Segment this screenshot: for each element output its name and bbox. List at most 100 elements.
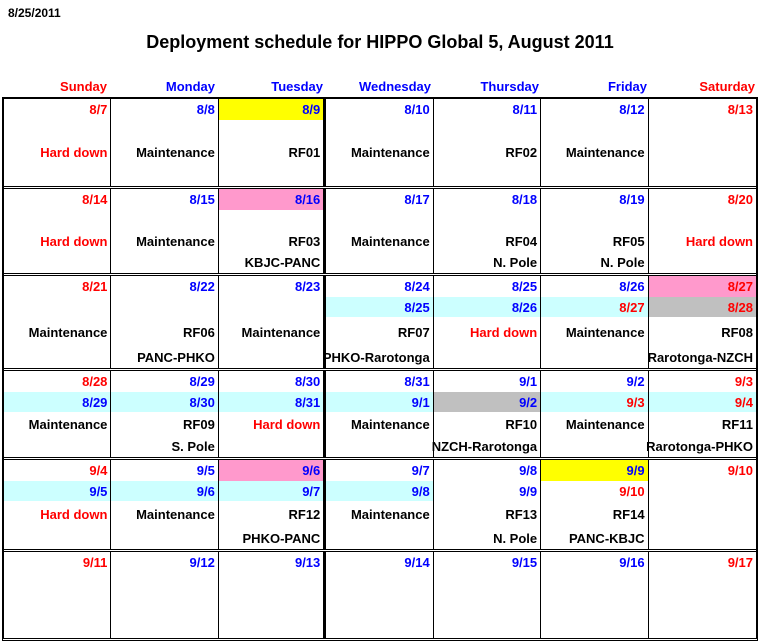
day-cell[interactable]: 8/16 RF03 KBJC-PANC xyxy=(218,189,327,273)
cell-date-text: 8/27 xyxy=(727,279,753,294)
cell-route: NZCH-Rarotonga xyxy=(431,436,540,457)
cell-route xyxy=(541,617,647,638)
day-cell[interactable]: 9/5 9/6 Maintenance xyxy=(111,460,219,549)
day-cell[interactable]: 8/27 8/28 RF08 Rarotonga-NZCH xyxy=(647,276,756,368)
day-cell[interactable]: 8/9 RF01 xyxy=(218,99,327,186)
cell-route-text: Rarotonga-NZCH xyxy=(647,350,753,365)
day-cell[interactable]: 9/17 xyxy=(649,552,756,638)
cell-activity-text: Maintenance xyxy=(565,324,645,340)
cell-activity: Hard down xyxy=(4,501,110,528)
cell-second-date xyxy=(111,120,217,140)
cell-activity: Maintenance xyxy=(111,230,217,252)
day-cell[interactable]: 8/19 RF05 N. Pole xyxy=(541,189,649,273)
cell-activity-text: RF08 xyxy=(721,324,753,340)
cell-route xyxy=(219,165,323,186)
day-cell[interactable]: 8/23 Maintenance xyxy=(219,276,327,368)
cell-activity-text: Maintenance xyxy=(28,416,108,432)
cell-route xyxy=(649,165,756,186)
cell-date-text: 9/13 xyxy=(294,555,321,570)
cell-activity-text: Maintenance xyxy=(350,145,430,160)
cell-activity: Maintenance xyxy=(4,412,110,436)
cell-activity: Maintenance xyxy=(541,412,647,436)
day-cell[interactable]: 8/29 8/30 RF09 S. Pole xyxy=(111,371,219,457)
cell-route xyxy=(649,617,756,638)
day-cell[interactable]: 9/3 9/4 RF11 Rarotonga-PHKO xyxy=(646,371,756,457)
day-cell[interactable]: 9/15 xyxy=(434,552,542,638)
day-cell[interactable]: 9/13 xyxy=(219,552,327,638)
cell-second-date xyxy=(541,120,647,140)
cell-second-date: 9/4 xyxy=(648,392,756,412)
day-cell[interactable]: 9/16 xyxy=(541,552,649,638)
day-cell[interactable]: 9/9 9/10 RF14 PANC-KBJC xyxy=(541,460,649,549)
day-cell[interactable]: 9/10 xyxy=(649,460,756,549)
day-cell[interactable]: 9/14 xyxy=(326,552,434,638)
cell-second-date xyxy=(649,120,756,140)
cell-activity-text: RF12 xyxy=(288,507,321,522)
day-cell[interactable]: 9/8 9/9 RF13 N. Pole xyxy=(434,460,542,549)
cell-date: 8/8 xyxy=(111,99,217,120)
day-cell[interactable]: 8/15 Maintenance xyxy=(111,189,219,273)
day-cell[interactable]: 8/10 Maintenance xyxy=(326,99,434,186)
cell-activity-text: RF10 xyxy=(505,416,538,432)
day-cell[interactable]: 9/1 9/2 RF10 NZCH-Rarotonga xyxy=(431,371,542,457)
day-cell[interactable]: 8/11 RF02 xyxy=(434,99,542,186)
cell-activity-text: RF05 xyxy=(612,233,645,249)
cell-route: PHKO-Rarotonga xyxy=(323,347,432,368)
cell-activity: RF08 xyxy=(649,317,756,347)
cell-route xyxy=(541,347,647,368)
day-cell[interactable]: 9/6 9/7 RF12 PHKO-PANC xyxy=(218,460,327,549)
day-cell[interactable]: 8/31 9/1 Maintenance xyxy=(326,371,434,457)
day-cell[interactable]: 8/12 Maintenance xyxy=(541,99,649,186)
cell-route xyxy=(111,528,217,549)
day-cell[interactable]: 9/11 xyxy=(4,552,112,638)
cell-second-date: 9/2 xyxy=(433,392,541,412)
cell-date-text: 9/1 xyxy=(519,374,538,389)
cell-activity xyxy=(219,593,323,617)
day-cell[interactable]: 8/21 Maintenance xyxy=(4,276,112,368)
cell-second-date: 8/29 xyxy=(4,392,111,412)
day-cell[interactable]: 8/22 RF06 PANC-PHKO xyxy=(111,276,219,368)
day-cell[interactable]: 8/18 RF04 N. Pole xyxy=(434,189,542,273)
cell-date: 9/9 xyxy=(541,460,648,481)
day-cell[interactable]: 8/14 Hard down xyxy=(4,189,112,273)
cell-date: 8/16 xyxy=(218,189,324,210)
day-cell[interactable]: 9/4 9/5 Hard down xyxy=(4,460,112,549)
cell-second-date xyxy=(4,210,110,230)
day-cell[interactable]: 8/8 Maintenance xyxy=(111,99,219,186)
day-cell[interactable]: 8/25 8/26 Hard down xyxy=(433,276,542,368)
day-cell[interactable]: 8/24 8/25 RF07 PHKO-Rarotonga xyxy=(323,276,434,368)
day-cell[interactable]: 8/28 8/29 Maintenance xyxy=(4,371,112,457)
cell-second-date: 9/8 xyxy=(326,481,433,501)
cell-activity: RF02 xyxy=(434,140,540,165)
cell-second-date xyxy=(649,573,756,593)
day-cell[interactable]: 9/7 9/8 Maintenance xyxy=(326,460,434,549)
cell-route xyxy=(326,436,432,457)
cell-activity-text: Hard down xyxy=(40,145,108,160)
cell-second-date: 8/27 xyxy=(541,297,648,317)
cell-second-date xyxy=(219,573,323,593)
cell-second-date: 8/28 xyxy=(648,297,756,317)
cell-date-text: 8/8 xyxy=(196,102,215,117)
day-cell[interactable]: 8/7 Hard down xyxy=(4,99,112,186)
week-row-5: 9/4 9/5 Hard down 9/5 9/6 Maintenance 9/6 9/7 RF… xyxy=(4,457,756,549)
cell-date-text: 8/7 xyxy=(89,102,108,117)
cell-second-date: 8/26 xyxy=(433,297,541,317)
cell-route-text: NZCH-Rarotonga xyxy=(431,439,538,454)
cell-second-date-text: 9/7 xyxy=(302,483,321,499)
cell-activity-text: RF11 xyxy=(721,416,753,432)
day-cell[interactable]: 9/2 9/3 Maintenance xyxy=(541,371,649,457)
cell-activity: Maintenance xyxy=(326,230,432,252)
day-cell[interactable]: 9/12 xyxy=(111,552,219,638)
cell-route xyxy=(4,347,110,368)
day-cell[interactable]: 8/20 Hard down xyxy=(649,189,756,273)
day-cell[interactable]: 8/17 Maintenance xyxy=(326,189,434,273)
cell-date: 9/6 xyxy=(218,460,324,481)
cell-route-text: N. Pole xyxy=(493,255,538,270)
day-cell[interactable]: 8/13 xyxy=(649,99,756,186)
cell-activity: Maintenance xyxy=(541,140,647,165)
cell-date-text: 8/15 xyxy=(189,192,215,207)
cell-route xyxy=(111,617,217,638)
day-cell[interactable]: 8/26 8/27 Maintenance xyxy=(541,276,649,368)
cell-second-date: 9/9 xyxy=(434,481,540,501)
day-cell[interactable]: 8/30 8/31 Hard down xyxy=(218,371,327,457)
